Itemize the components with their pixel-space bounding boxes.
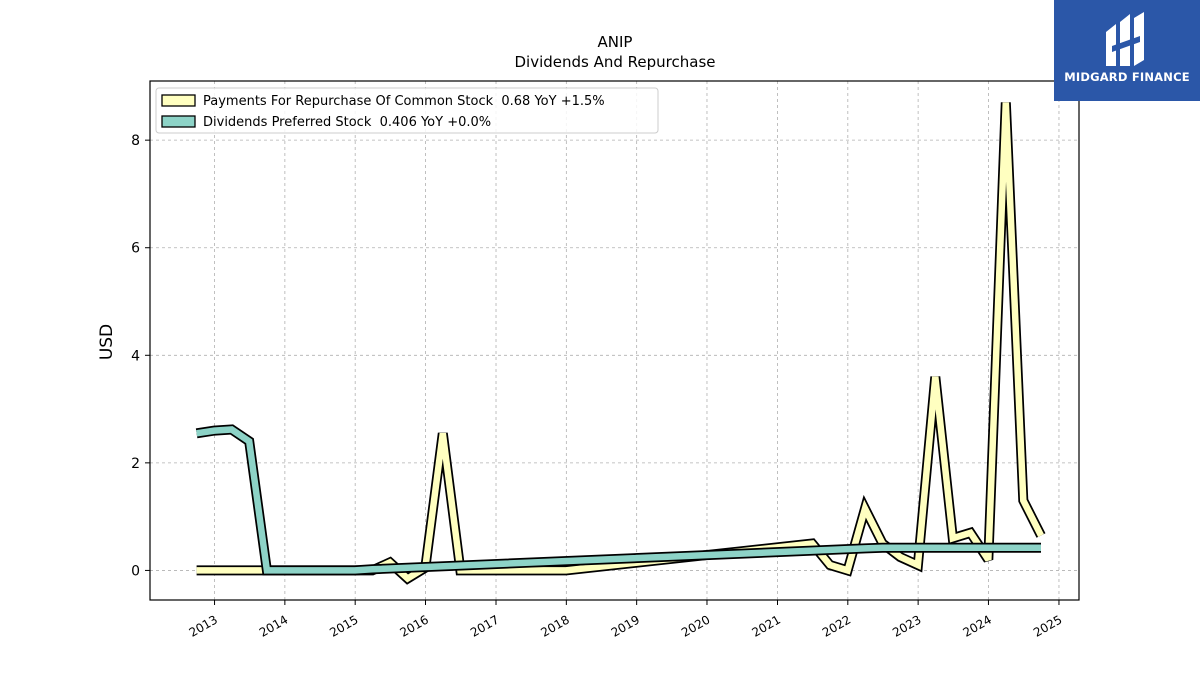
chart-title: ANIP — [598, 33, 633, 51]
x-tick-label: 2016 — [398, 612, 431, 639]
x-tick-label: 2021 — [750, 612, 783, 639]
x-tick-label: 2020 — [679, 612, 712, 639]
y-tick-label: 0 — [131, 563, 140, 579]
series-line-repurchase — [196, 102, 1044, 583]
x-axis: 2013 2014 2015 2016 2017 2018 2019 2020 2021 2022… — [187, 600, 1064, 640]
midgard-logo-icon — [1106, 12, 1144, 66]
series-line-outline-repurchase — [196, 102, 1046, 585]
y-tick-label: 2 — [131, 456, 140, 472]
x-tick-label: 2017 — [468, 612, 501, 639]
x-tick-label: 2014 — [257, 612, 290, 639]
legend: Payments For Repurchase Of Common Stock … — [155, 87, 659, 134]
x-tick-label: 2013 — [187, 612, 220, 639]
legend-swatch-dividends — [161, 115, 196, 128]
legend-swatch-repurchase — [161, 94, 196, 107]
legend-label-repurchase: Payments For Repurchase Of Common Stock … — [203, 94, 605, 109]
legend-label-dividends: Dividends Preferred Stock 0.406 YoY +0.0… — [203, 115, 491, 130]
x-tick-label: 2023 — [890, 612, 923, 639]
x-tick-label: 2019 — [609, 612, 642, 639]
y-axis: 0 2 4 6 8 — [131, 133, 150, 579]
y-tick-label: 8 — [131, 133, 140, 149]
grid-lines — [150, 81, 1079, 600]
brand-logo: MIDGARD FINANCE — [1054, 0, 1200, 101]
brand-name: MIDGARD FINANCE — [1064, 70, 1190, 84]
plot-frame — [149, 80, 1080, 601]
chart-subtitle: Dividends And Repurchase — [514, 53, 715, 71]
y-tick-label: 4 — [131, 348, 140, 364]
x-tick-label: 2024 — [960, 612, 993, 639]
x-tick-label: 2018 — [538, 612, 571, 639]
series-line-dividends — [196, 426, 1041, 574]
x-tick-label: 2022 — [820, 612, 853, 639]
x-tick-label: 2015 — [327, 612, 360, 639]
y-tick-label: 6 — [131, 241, 140, 257]
series-lines — [195, 102, 1046, 585]
y-axis-label: USD — [97, 324, 117, 360]
x-tick-label: 2025 — [1031, 612, 1064, 639]
